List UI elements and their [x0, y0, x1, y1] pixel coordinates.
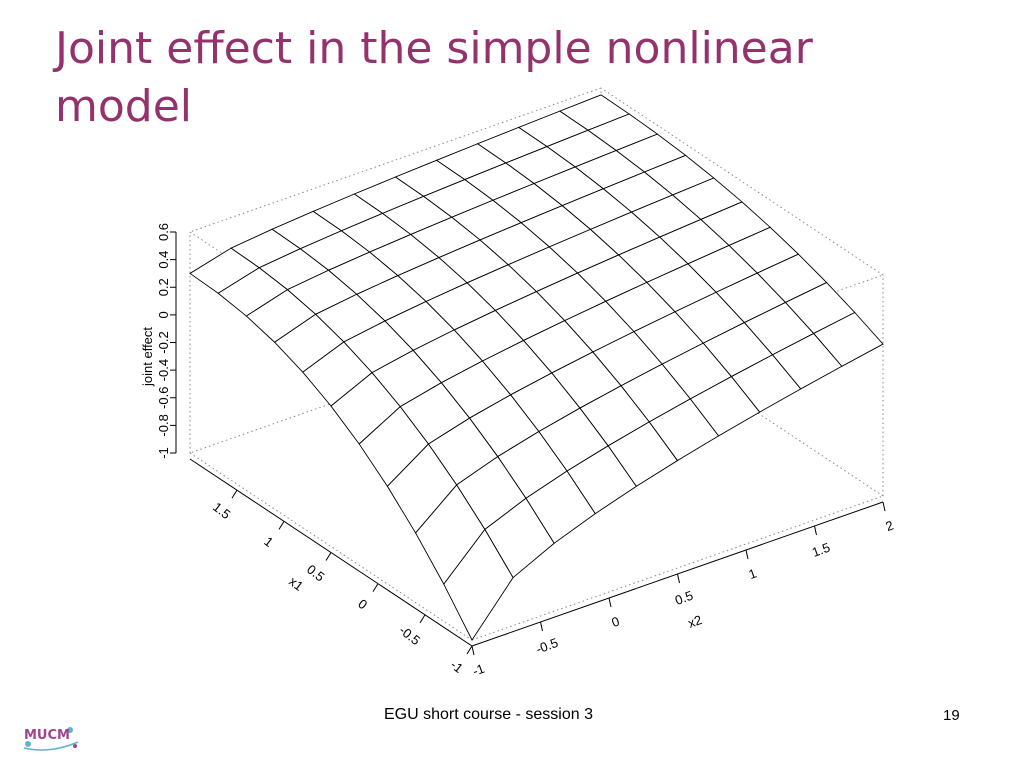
x1-tick-label: -1 [448, 657, 466, 676]
x1-axis-label: x1 [286, 574, 306, 594]
x2-tick-label: -1 [470, 661, 486, 679]
logo-graphic [23, 727, 79, 751]
x2-tick [745, 549, 749, 560]
z-tick-label: -0.2 [156, 331, 171, 353]
page-number: 19 [943, 707, 960, 724]
mucm-logo: MUCM [20, 722, 82, 754]
x1-tick [466, 645, 473, 655]
surface-mesh [189, 94, 884, 641]
footer-text: EGU short course - session 3 [384, 706, 593, 723]
x2-tick [471, 645, 475, 656]
z-tick-label: 0.4 [156, 251, 171, 269]
z-axis-label: joint effect [140, 327, 155, 387]
x2-axis-label: x2 [686, 612, 704, 631]
x1-tick [372, 583, 379, 592]
x1-tick-label: 0 [355, 596, 370, 612]
x2-tick-label: 1.5 [810, 540, 832, 560]
x1-tick-label: 1.5 [210, 499, 233, 522]
z-tick-label: -0.4 [156, 359, 171, 381]
x1-tick-label: -0.5 [396, 622, 423, 648]
box-edge [189, 87, 602, 233]
x2-tick-label: -0.5 [534, 635, 560, 657]
slide-title: Joint effect in the simple nonlinear mod… [55, 23, 813, 132]
z-tick-label: 0.2 [156, 278, 171, 296]
x2-tick-label: 0.5 [673, 588, 695, 608]
x2-tick [882, 501, 886, 512]
z-tick-label: -0.6 [156, 387, 171, 409]
x2-tick-label: 2 [883, 517, 895, 534]
x1-tick-label: 1 [261, 534, 276, 550]
box-edge [471, 495, 884, 641]
z-tick-label: -0.8 [156, 414, 171, 436]
x1-tick-label: 0.5 [304, 561, 327, 584]
x2-tick [677, 573, 680, 584]
x1-tick [278, 521, 285, 530]
x2-tick [540, 621, 543, 632]
x2-tick [814, 525, 817, 536]
x1-tick [231, 489, 238, 499]
z-tick-label: 0.6 [156, 223, 171, 241]
x1-tick [419, 614, 426, 624]
x2-tick-label: 1 [746, 565, 758, 582]
x1-tick [325, 552, 332, 561]
x2-tick [608, 597, 612, 608]
z-tick-label: -1 [156, 447, 171, 459]
z-tick-label: 0 [156, 311, 171, 318]
surface-cell [812, 311, 884, 367]
logo-text: MUCM [24, 728, 70, 743]
x2-tick-label: 0 [609, 613, 621, 630]
